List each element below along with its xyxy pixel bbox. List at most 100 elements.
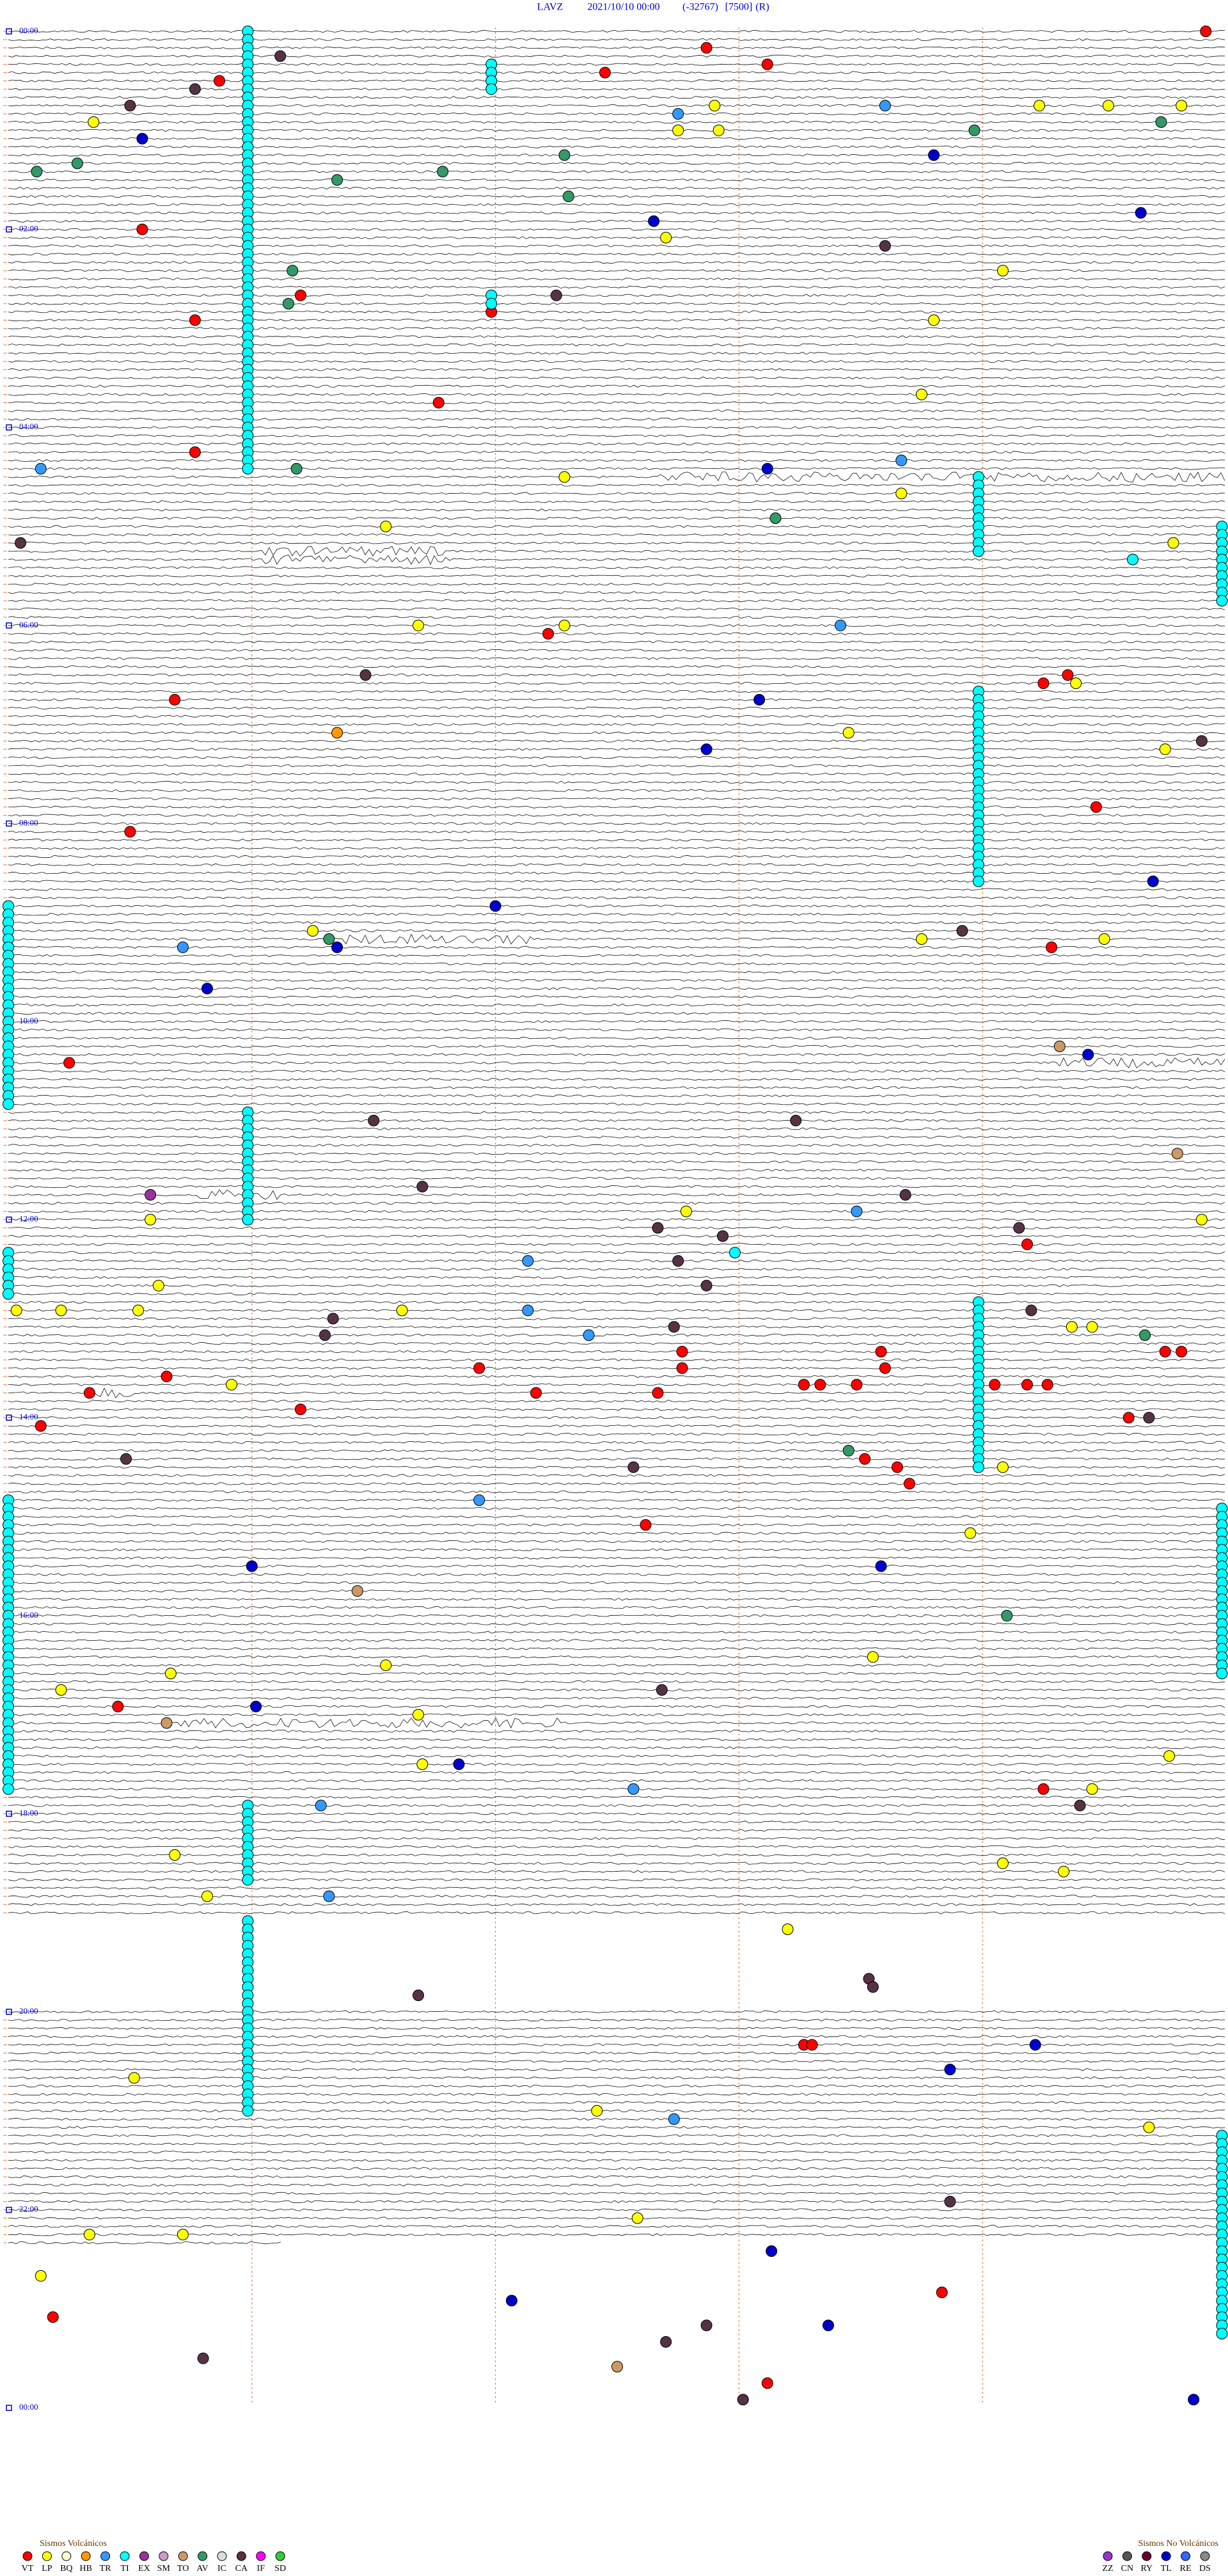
trace (8, 723, 1225, 726)
legend-code: RE (1180, 2564, 1192, 2573)
trace (8, 1300, 1225, 1304)
legend-swatch (100, 2551, 111, 2561)
event (737, 2394, 749, 2406)
station: LAVZ (537, 2, 563, 13)
event-run (1216, 595, 1228, 607)
trace (8, 945, 1225, 949)
trace (8, 1251, 1225, 1254)
trace (8, 285, 1225, 289)
legend-code: DS (1199, 2564, 1211, 2573)
event (798, 1379, 810, 1391)
legend-code: CN (1121, 2564, 1133, 2573)
legend-code: CA (235, 2564, 248, 2573)
event (879, 100, 891, 112)
trace (8, 450, 1225, 454)
event-run (972, 545, 984, 557)
legend-code: AV (196, 2564, 208, 2573)
trace (8, 748, 1225, 751)
event (274, 50, 287, 62)
event (648, 215, 660, 227)
legend-code: TO (177, 2564, 189, 2573)
event (660, 232, 672, 244)
trace (8, 2216, 1225, 2220)
event (1037, 677, 1050, 690)
legend-title: Sismos No Volcánicos (1138, 2539, 1219, 2548)
trace (8, 1334, 1225, 1337)
event (712, 124, 725, 136)
trace (8, 219, 1225, 223)
trace (8, 1387, 1225, 1399)
event (676, 1362, 688, 1374)
event (753, 693, 766, 706)
event-run (1216, 2328, 1228, 2340)
trace (8, 2208, 1225, 2211)
trace (8, 921, 1225, 924)
event (676, 1346, 688, 1357)
trace (8, 253, 1225, 256)
event (331, 174, 343, 186)
trace (8, 583, 1225, 586)
event (895, 487, 908, 500)
event (996, 1461, 1009, 1473)
event (627, 1783, 640, 1795)
event (246, 1560, 258, 1572)
event (88, 116, 100, 128)
trace (8, 1647, 1225, 1650)
trace (8, 954, 1225, 957)
event (136, 132, 148, 145)
trace (8, 1176, 1225, 1180)
event (1021, 1379, 1034, 1391)
trace (8, 855, 1225, 858)
event (709, 100, 721, 112)
trace (8, 1226, 1225, 1229)
legend-swatch (178, 2551, 188, 2561)
trace (8, 1400, 1225, 1403)
trace (8, 1597, 1225, 1601)
event (453, 1758, 465, 1770)
trace (8, 376, 1225, 379)
trace (8, 2233, 1225, 2236)
hour-label: 10:00 (19, 1016, 38, 1025)
event (928, 314, 940, 326)
event (895, 454, 908, 466)
trace (8, 1267, 1225, 1271)
hour-marker (6, 2405, 12, 2411)
event (842, 727, 854, 739)
trace (8, 2060, 1225, 2063)
trace (8, 1787, 1225, 1790)
event (761, 58, 773, 70)
trace (8, 1317, 1225, 1320)
trace (8, 1449, 1225, 1452)
event (294, 289, 306, 301)
trace (8, 1309, 1225, 1312)
legend-code: TL (1161, 2564, 1172, 2573)
event (197, 2352, 209, 2364)
legend-swatch (1200, 2551, 1210, 2561)
trace (8, 302, 1225, 305)
trace (8, 574, 1225, 578)
trace (8, 384, 1225, 388)
event (550, 289, 562, 301)
event (761, 2377, 773, 2389)
trace (8, 1754, 1225, 1758)
trace (8, 203, 1225, 207)
trace (8, 1284, 1225, 1287)
event (916, 933, 927, 945)
trace (8, 731, 1225, 734)
trace (8, 1614, 1225, 1617)
legend-code: HB (79, 2564, 91, 2573)
mode: (R) (755, 2, 769, 13)
trace (8, 1169, 1225, 1172)
trace (8, 657, 1225, 660)
event (1098, 933, 1110, 945)
trace (8, 1829, 1225, 1832)
legend-code: RY (1140, 2564, 1153, 2573)
trace (8, 1366, 1225, 1370)
event (1062, 669, 1074, 681)
trace (8, 154, 1225, 157)
hour-label: 18:00 (19, 1808, 38, 1817)
hour-label: 00:00 (19, 2402, 38, 2412)
event (899, 1189, 911, 1201)
code: (-32767) (682, 2, 718, 13)
